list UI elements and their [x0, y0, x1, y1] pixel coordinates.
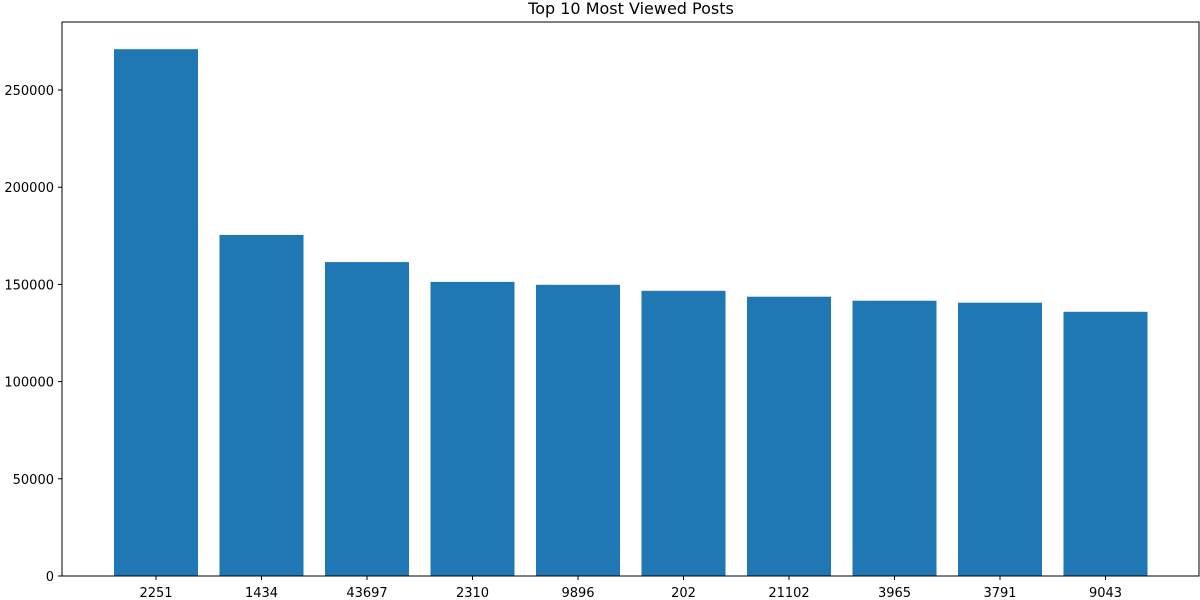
x-tick-label: 3965: [878, 586, 911, 600]
x-tick-label: 202: [671, 586, 696, 600]
bars-layer: [114, 49, 1148, 576]
bar-3965: [852, 300, 937, 576]
x-tick-label: 9043: [1089, 586, 1122, 600]
bar-2310: [430, 281, 515, 576]
y-axis-ticks: 0 50000 100000 150000 200000 250000: [4, 84, 62, 585]
plot-area-frame: [61, 21, 1200, 577]
x-tick-label: 1434: [245, 586, 278, 600]
bar-9043: [1063, 311, 1148, 576]
y-tick-label: 150000: [4, 278, 54, 293]
chart-title: Top 10 Most Viewed Posts: [527, 0, 734, 18]
x-axis-ticks: 2251 1434 43697 2310 9896 202 21102 3965 3791 904…: [139, 576, 1122, 600]
x-tick-label: 43697: [346, 586, 387, 600]
bar-202: [641, 290, 726, 576]
y-tick-label: 0: [46, 570, 54, 585]
x-tick-label: 3791: [983, 586, 1016, 600]
bar-2251: [114, 49, 198, 576]
bar-3791: [958, 302, 1042, 576]
y-tick-label: 50000: [13, 473, 54, 488]
x-tick-label: 21102: [768, 586, 809, 600]
bar-1434: [219, 234, 304, 576]
bar-21102: [747, 296, 831, 576]
y-tick-label: 200000: [4, 181, 54, 196]
x-tick-label: 2251: [139, 586, 172, 600]
y-tick-label: 250000: [4, 84, 54, 99]
x-tick-label: 9896: [561, 586, 594, 600]
x-tick-label: 2310: [456, 586, 489, 600]
bar-43697: [325, 262, 409, 576]
bar-9896: [536, 284, 620, 576]
y-tick-label: 100000: [4, 376, 54, 391]
